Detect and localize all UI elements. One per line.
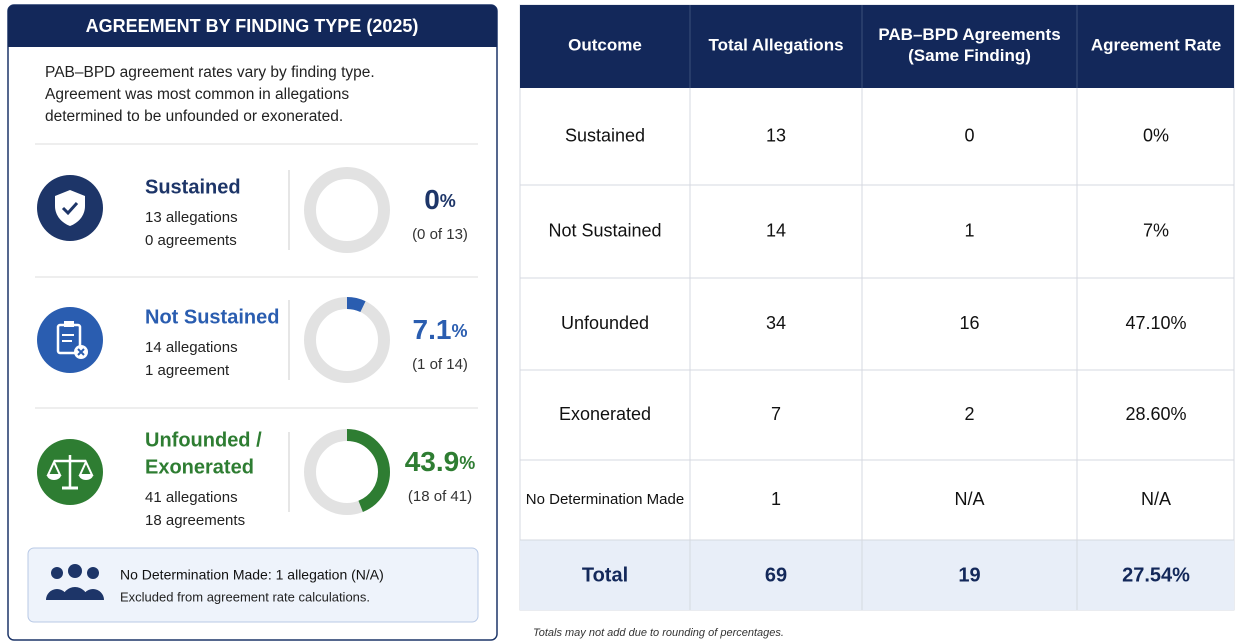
table-cell: 16 (959, 313, 979, 333)
table-header (520, 5, 1234, 88)
table-cell: 1 (771, 489, 781, 509)
card-title: Exonerated (145, 456, 254, 478)
table-cell: 0 (964, 125, 974, 145)
table-cell: 7 (771, 404, 781, 424)
table-cell: Unfounded (561, 313, 649, 333)
total-cell: 69 (765, 564, 787, 586)
column-header: (Same Finding) (908, 46, 1031, 65)
table-cell: Exonerated (559, 404, 651, 424)
column-header: Agreement Rate (1091, 35, 1221, 54)
donut-track (304, 167, 390, 253)
note-box (27, 547, 479, 623)
note-title: No Determination Made: 1 allegation (N/A… (120, 567, 384, 583)
column-header: Total Allegations (708, 35, 843, 54)
description-line: Agreement was most common in allegations (45, 86, 349, 103)
total-cell: 27.54% (1122, 564, 1190, 586)
table-cell: 1 (964, 220, 974, 240)
footnote: Totals may not add due to rounding of pe… (533, 627, 784, 639)
card-title: Unfounded / (145, 429, 262, 451)
table-cell: 14 (766, 220, 786, 240)
card-allegations: 41 allegations (145, 489, 238, 506)
table-cell: 13 (766, 125, 786, 145)
table-cell: 7% (1143, 220, 1169, 240)
left-title: AGREEMENT BY FINDING TYPE (2025) (86, 16, 419, 36)
card-agreements: 1 agreement (145, 362, 230, 379)
table-cell: 47.10% (1125, 313, 1186, 333)
card-detail: (18 of 41) (408, 488, 472, 505)
icon-scales (37, 439, 103, 505)
icon-people (46, 564, 104, 600)
rate-value: 0 (424, 184, 440, 215)
donut-arc (304, 429, 390, 515)
table-cell: N/A (954, 489, 984, 509)
total-row (520, 540, 1234, 610)
card-rate: 7.1% (413, 314, 468, 345)
table-cell: 0% (1143, 125, 1169, 145)
icon-shield (37, 175, 103, 241)
table-cell: 34 (766, 313, 786, 333)
card-allegations: 14 allegations (145, 339, 238, 356)
card-rate: 0% (424, 184, 456, 215)
total-cell: Total (582, 564, 628, 586)
donut-arc (304, 297, 390, 383)
card-allegations: 13 allegations (145, 209, 238, 226)
card-title: Not Sustained (145, 306, 279, 328)
table-cell: 28.60% (1125, 404, 1186, 424)
description-line: PAB–BPD agreement rates vary by finding … (45, 64, 375, 81)
card-agreements: 0 agreements (145, 232, 237, 249)
card-agreements: 18 agreements (145, 512, 245, 529)
table-cell: Sustained (565, 125, 645, 145)
rate-value: 7.1 (413, 314, 452, 345)
card-detail: (0 of 13) (412, 226, 468, 243)
rate-unit: % (451, 321, 467, 341)
column-header: PAB–BPD Agreements (878, 25, 1060, 44)
card-title: Sustained (145, 176, 241, 198)
column-header: Outcome (568, 35, 642, 54)
note-text: Excluded from agreement rate calculation… (120, 589, 370, 604)
total-cell: 19 (958, 564, 980, 586)
table-border (519, 4, 1235, 611)
icon-clipboard (37, 307, 103, 373)
table-cell: Not Sustained (548, 220, 661, 240)
table-cell: 2 (964, 404, 974, 424)
rate-unit: % (440, 191, 456, 211)
rate-unit: % (459, 453, 475, 473)
card-detail: (1 of 14) (412, 356, 468, 373)
description-line: determined to be unfounded or exonerated… (45, 108, 343, 125)
table-cell: No Determination Made (526, 491, 684, 508)
rate-value: 43.9 (405, 446, 460, 477)
table-cell: N/A (1141, 489, 1171, 509)
card-rate: 43.9% (405, 446, 476, 477)
left-header (8, 5, 497, 47)
